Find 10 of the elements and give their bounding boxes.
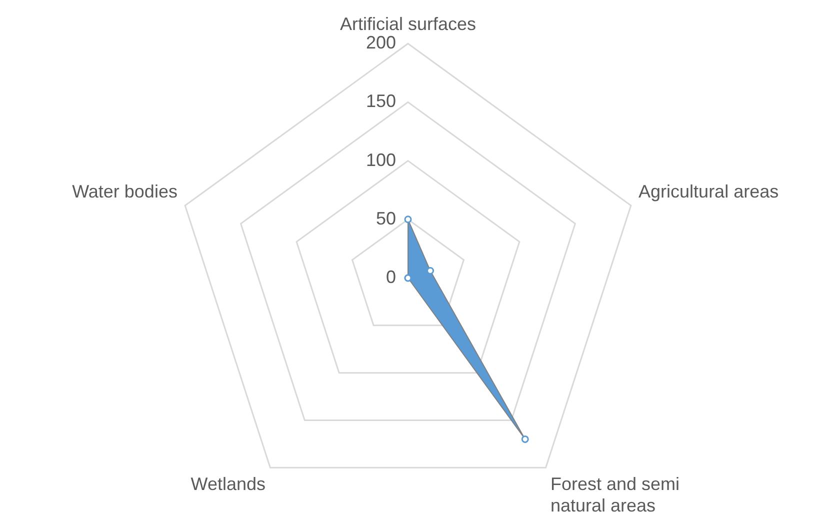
spoke-label: Artificial surfaces xyxy=(340,14,476,34)
spoke-label: Agricultural areas xyxy=(638,181,779,202)
y-tick-label: 100 xyxy=(366,150,396,170)
spoke-label: Forest and semi natural areas xyxy=(550,474,680,516)
spoke-label: Wetlands xyxy=(190,474,266,494)
y-tick-label: 50 xyxy=(376,208,396,228)
y-tick-label: 150 xyxy=(366,91,396,112)
y-tick-label: 200 xyxy=(366,32,396,53)
y-tick-label: 0 xyxy=(386,266,396,287)
spoke-label: Water bodies xyxy=(72,181,178,202)
